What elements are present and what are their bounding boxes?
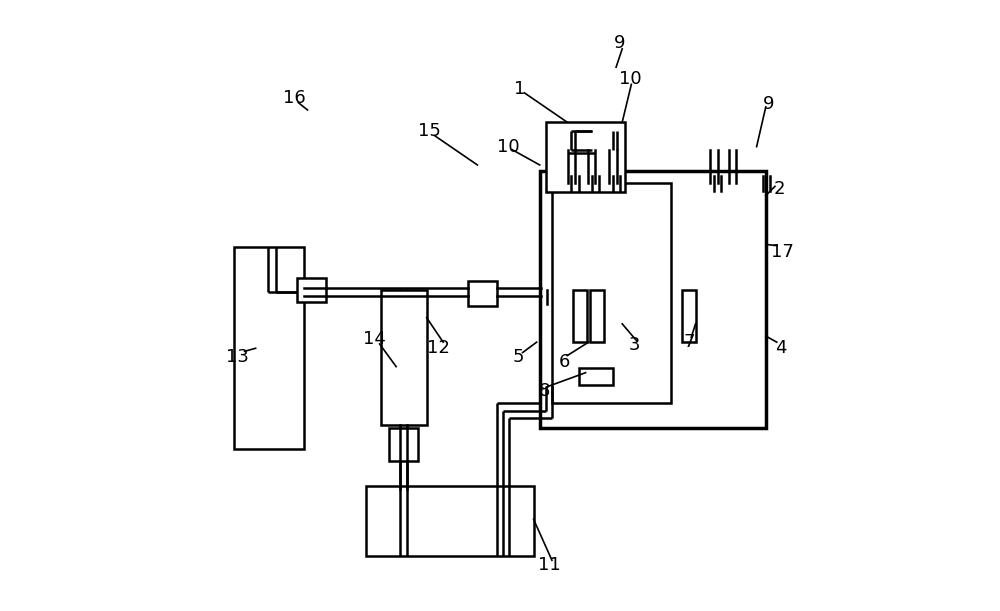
Text: 16: 16 [283, 89, 305, 107]
Text: 10: 10 [497, 137, 519, 156]
Bar [389, 428, 418, 461]
Text: 4: 4 [775, 339, 787, 357]
Bar [297, 278, 326, 302]
Text: 14: 14 [363, 330, 386, 348]
Text: 1: 1 [514, 79, 526, 98]
Text: 15: 15 [418, 122, 441, 141]
Bar [546, 122, 625, 192]
Bar [579, 368, 613, 385]
Text: 3: 3 [629, 336, 640, 354]
Text: 2: 2 [774, 180, 786, 199]
Text: 6: 6 [559, 353, 570, 371]
Text: 17: 17 [771, 243, 794, 261]
Text: 12: 12 [427, 339, 450, 357]
Text: 8: 8 [538, 382, 550, 400]
Text: 9: 9 [763, 95, 775, 113]
Bar [468, 281, 497, 306]
Text: 9: 9 [613, 34, 625, 52]
Bar [552, 183, 671, 403]
Bar [682, 290, 696, 342]
Text: 13: 13 [226, 348, 249, 367]
Bar [381, 290, 427, 425]
Text: 7: 7 [684, 333, 695, 351]
Bar [573, 290, 587, 342]
Text: 5: 5 [513, 348, 524, 367]
Text: 11: 11 [538, 556, 560, 574]
Bar [590, 290, 604, 342]
Bar [234, 247, 304, 449]
Bar [366, 486, 534, 556]
Bar [540, 171, 766, 428]
Text: 10: 10 [619, 70, 641, 89]
